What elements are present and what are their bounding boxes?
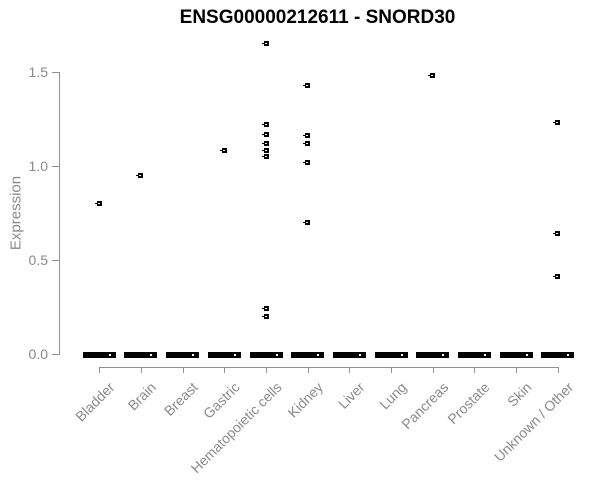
data-point <box>553 120 561 126</box>
zero-value-cluster <box>291 351 325 358</box>
zero-value-cluster <box>82 351 116 358</box>
zero-value-cluster <box>499 351 533 358</box>
x-tick-label-text: Skin <box>503 379 535 410</box>
chart-title: ENSG00000212611 - SNORD30 <box>179 7 456 28</box>
zero-value-cluster <box>374 351 408 358</box>
data-point <box>136 172 144 178</box>
data-point <box>261 41 269 47</box>
y-axis-line <box>59 72 60 355</box>
y-tick-label: 1.5 <box>28 64 48 80</box>
y-axis-tick <box>52 354 59 355</box>
x-axis-tick <box>140 367 142 373</box>
data-point <box>219 148 227 154</box>
zero-value-cluster <box>249 351 283 358</box>
x-axis-tick <box>99 367 101 373</box>
x-axis-tick <box>307 367 309 373</box>
zero-value-cluster <box>457 351 491 358</box>
x-tick-label-text: Unknown / Other <box>490 379 577 465</box>
data-point <box>261 122 269 128</box>
x-axis-tick <box>474 367 476 373</box>
data-point <box>261 313 269 319</box>
data-point <box>261 131 269 137</box>
x-axis-tick <box>432 367 434 373</box>
x-axis-tick <box>266 367 268 373</box>
data-point <box>553 274 561 280</box>
y-tick-label: 0.5 <box>28 252 48 268</box>
x-tick-label-text: Liver <box>334 379 368 412</box>
zero-value-cluster <box>332 351 366 358</box>
x-tick-label-text: Breast <box>161 379 201 419</box>
x-axis-tick <box>391 367 393 373</box>
y-tick-label: 1.0 <box>28 158 48 174</box>
data-point <box>303 133 311 139</box>
data-point <box>303 82 311 88</box>
zero-value-cluster <box>207 351 241 358</box>
data-point <box>261 154 269 160</box>
x-tick-label-text: Prostate <box>444 379 493 428</box>
data-point <box>261 140 269 146</box>
data-point <box>303 140 311 146</box>
data-point <box>261 148 269 154</box>
y-axis-tick <box>52 260 59 261</box>
x-tick-label-text: Brain <box>124 379 160 414</box>
y-axis-tick <box>52 72 59 73</box>
x-tick-label-text: Kidney <box>284 379 327 421</box>
zero-value-cluster <box>541 351 575 358</box>
zero-value-cluster <box>416 351 450 358</box>
y-axis-tick <box>52 166 59 167</box>
y-axis-label: Expression <box>7 175 25 251</box>
data-point <box>553 231 561 237</box>
x-axis-tick <box>557 367 559 373</box>
zero-value-cluster <box>124 351 158 358</box>
x-tick-label-text: Bladder <box>72 379 118 425</box>
data-point <box>303 219 311 225</box>
y-tick-label: 0.0 <box>28 346 48 362</box>
data-point <box>303 159 311 165</box>
x-axis-line <box>99 367 559 368</box>
x-axis-tick <box>516 367 518 373</box>
data-point <box>94 201 102 207</box>
x-axis-tick <box>182 367 184 373</box>
data-point <box>261 306 269 312</box>
zero-value-cluster <box>166 351 200 358</box>
x-axis-tick <box>224 367 226 373</box>
x-axis-tick <box>349 367 351 373</box>
x-tick-label-text: Lung <box>376 379 410 413</box>
data-point <box>428 73 436 79</box>
